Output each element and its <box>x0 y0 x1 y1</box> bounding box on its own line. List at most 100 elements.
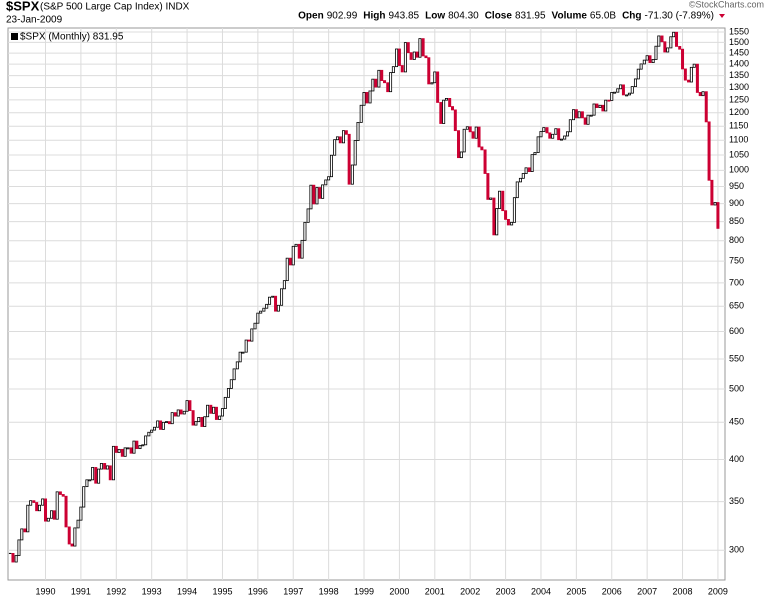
down-candle <box>457 130 461 159</box>
up-candle <box>153 426 157 431</box>
down-candle <box>374 78 378 88</box>
up-candle <box>37 504 41 512</box>
down-candle <box>557 128 561 141</box>
x-tick-label: 1990 <box>35 586 55 596</box>
up-candle <box>563 135 567 140</box>
y-tick-label: 500 <box>729 383 744 393</box>
up-candle <box>627 92 631 96</box>
up-candle <box>444 98 448 101</box>
down-candle <box>545 127 549 134</box>
up-candle <box>126 447 130 450</box>
down-candle <box>383 80 387 84</box>
up-candle <box>630 86 634 94</box>
x-tick-label: 1991 <box>71 586 91 596</box>
down-candle <box>704 91 708 123</box>
up-candle <box>533 152 537 156</box>
up-candle <box>651 59 655 63</box>
down-candle <box>35 502 39 512</box>
down-candle <box>94 467 98 484</box>
up-candle <box>111 445 115 481</box>
legend-label: $SPX (Monthly) 831.95 <box>20 32 124 43</box>
down-candle <box>58 491 62 495</box>
down-candle <box>450 106 454 111</box>
up-candle <box>672 31 676 38</box>
down-candle <box>52 510 56 520</box>
up-candle <box>182 410 186 415</box>
down-candle <box>698 92 702 97</box>
up-candle <box>353 140 357 166</box>
down-candle <box>504 210 508 220</box>
up-candle <box>147 431 151 437</box>
down-candle <box>687 79 691 83</box>
up-candle <box>418 38 422 58</box>
y-tick-label: 700 <box>729 277 744 287</box>
up-candle <box>459 151 463 159</box>
x-tick-label: 1992 <box>106 586 126 596</box>
down-candle <box>471 131 475 139</box>
up-candle <box>303 221 307 241</box>
x-tick-label: 1999 <box>354 586 374 596</box>
up-candle <box>377 69 381 88</box>
up-candle <box>306 208 310 223</box>
down-candle <box>574 109 578 119</box>
y-tick-label: 950 <box>729 181 744 191</box>
x-tick-label: 1993 <box>142 586 162 596</box>
down-candle <box>421 38 425 57</box>
up-candle <box>462 128 466 153</box>
up-candle <box>324 179 328 186</box>
down-candle <box>675 31 679 47</box>
down-candle <box>32 500 36 503</box>
down-candle <box>64 495 68 528</box>
x-tick-label: 2006 <box>602 586 622 596</box>
up-candle <box>97 468 101 484</box>
up-candle <box>55 491 59 520</box>
date: 23-Jan-2009 <box>6 15 63 26</box>
up-candle <box>412 51 416 60</box>
down-candle <box>11 553 15 563</box>
up-candle <box>262 307 266 312</box>
up-candle <box>610 92 614 101</box>
down-candle <box>506 218 510 226</box>
up-candle <box>577 111 581 119</box>
up-candle <box>613 91 617 94</box>
x-tick-label: 2009 <box>708 586 728 596</box>
up-candle <box>350 164 354 185</box>
down-candle <box>681 48 685 70</box>
up-candle <box>26 504 30 533</box>
y-tick-label: 1250 <box>729 94 749 104</box>
up-candle <box>636 68 640 80</box>
grid: 300 350 400 450 500 550 600 650 700 750 800 850 900 9… <box>8 26 749 596</box>
down-candle <box>439 102 443 124</box>
down-candle <box>114 445 118 453</box>
down-candle <box>247 339 251 342</box>
up-candle <box>76 519 80 529</box>
up-candle <box>218 415 222 420</box>
up-candle <box>542 127 546 132</box>
quote-label: Close <box>485 11 513 22</box>
up-candle <box>203 416 207 427</box>
up-candle <box>368 90 372 104</box>
y-tick-label: 1200 <box>729 107 749 117</box>
up-candle <box>291 245 295 266</box>
quote-label: High <box>363 11 385 22</box>
y-tick-label: 1400 <box>729 59 749 69</box>
up-candle <box>657 35 661 47</box>
up-candle <box>539 131 543 138</box>
down-candle <box>601 104 605 112</box>
up-candle <box>144 435 148 446</box>
y-tick-label: 900 <box>729 198 744 208</box>
x-tick-label: 2001 <box>425 586 445 596</box>
y-tick-label: 450 <box>729 417 744 427</box>
y-tick-label: 1350 <box>729 70 749 80</box>
up-candle <box>132 440 136 454</box>
up-candle <box>29 500 33 506</box>
up-candle <box>654 45 658 60</box>
down-candle <box>409 52 413 60</box>
symbol: $SPX <box>6 0 40 13</box>
up-candle <box>123 447 127 457</box>
up-candle <box>335 136 339 141</box>
up-candle <box>619 84 623 90</box>
down-candle <box>486 173 490 200</box>
marks <box>8 31 720 563</box>
up-candle <box>285 257 289 282</box>
